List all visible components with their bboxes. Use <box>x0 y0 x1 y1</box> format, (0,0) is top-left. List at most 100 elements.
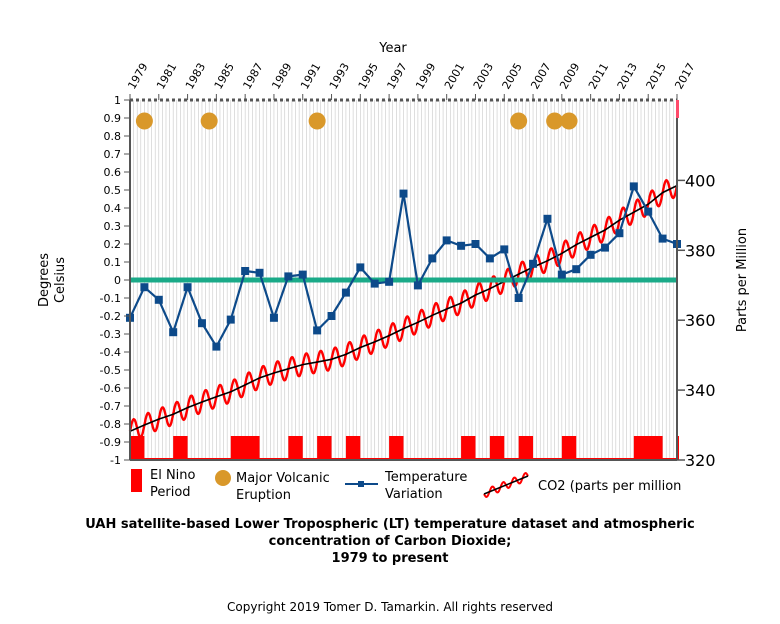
y-left-tick-label: 0.3 <box>104 220 122 233</box>
y-left-tick-label: 0.9 <box>104 112 122 125</box>
legend-temp-label-line2: Variation <box>385 487 443 502</box>
temperature-point <box>269 313 278 322</box>
temperature-point <box>471 240 480 248</box>
y-right-tick-label: 360 <box>685 311 716 330</box>
y-left-title-line2: Celsius <box>53 257 68 303</box>
el-nino-bar <box>345 436 361 460</box>
copyright-notice: Copyright 2019 Tomer D. Tamarkin. All ri… <box>227 600 553 614</box>
plot-frame <box>129 98 679 461</box>
y-left-tick-label: 1 <box>114 94 121 107</box>
y-left-tick-label: -1 <box>110 454 121 467</box>
temperature-point <box>529 259 538 268</box>
volcanic-eruption-marker <box>510 112 528 130</box>
volcanic-eruption-marker <box>135 112 153 130</box>
y-left-title-line1: Degrees <box>37 253 52 307</box>
temperature-point <box>586 250 595 259</box>
temperature-point <box>370 279 379 288</box>
legend-temp-marker <box>358 481 364 487</box>
el-nino-bar <box>518 436 534 460</box>
temperature-point <box>327 312 336 320</box>
temperature-point <box>169 328 178 337</box>
el-nino-bar <box>489 436 505 460</box>
legend-volcano-label-line2: Eruption <box>236 488 291 503</box>
y-right-tick-label: 320 <box>685 451 716 470</box>
temperature-point <box>442 236 451 245</box>
temperature-point <box>644 207 653 216</box>
volcanic-eruption-marker <box>308 112 326 130</box>
volcanic-eruptions <box>135 112 578 130</box>
el-nino-bar <box>230 436 260 460</box>
el-nino-bar <box>389 436 404 460</box>
temperature-point <box>197 319 206 328</box>
temperature-point <box>226 315 235 324</box>
temperature-point <box>154 295 163 304</box>
temperature-point <box>413 281 422 290</box>
x-tick-label: 1987 <box>240 61 265 92</box>
legend-el-nino-swatch <box>131 469 142 492</box>
x-tick-label: 2011 <box>586 61 611 92</box>
temperature-point <box>140 283 149 292</box>
temperature-point <box>255 268 264 277</box>
x-tick-label: 1983 <box>183 61 208 92</box>
legend-el-nino-label-line2: Period <box>150 485 191 500</box>
y-left-tick-label: -0.2 <box>100 310 121 323</box>
temperature-point <box>615 229 624 238</box>
y-left-tick-label: 0.5 <box>104 184 122 197</box>
figure-caption: UAH satellite-based Lower Tropospheric (… <box>40 516 740 567</box>
top-right-marker <box>676 100 679 118</box>
y-left-tick-label: -0.9 <box>100 436 121 449</box>
x-tick-label: 1981 <box>154 61 179 92</box>
temperature-point <box>485 254 494 263</box>
temperature-point <box>313 326 322 335</box>
y-right-tick-label: 340 <box>685 381 716 400</box>
temperature-point <box>385 277 394 286</box>
y-right-tick-label: 380 <box>685 241 716 260</box>
x-tick-label: 1991 <box>298 61 323 92</box>
temperature-point <box>629 182 638 191</box>
legend-co2-label: CO2 (parts per million <box>538 479 681 494</box>
x-tick-label: 2009 <box>557 61 582 92</box>
x-tick-label: 2017 <box>672 61 697 92</box>
el-nino-bar <box>317 436 332 460</box>
temperature-point <box>399 189 408 198</box>
co2-trend-line <box>129 184 678 433</box>
el-nino-bar <box>173 436 188 460</box>
y-left-tick-label: 0.1 <box>104 256 122 269</box>
y-left-tick-label: -0.4 <box>100 346 121 359</box>
temperature-point <box>601 243 610 252</box>
y-left-tick-label: -0.1 <box>100 292 121 305</box>
volcanic-eruption-marker <box>560 112 578 130</box>
y-right-tick-label: 400 <box>685 171 716 190</box>
volcanic-eruption-marker <box>546 112 564 130</box>
y-left-tick-label: -0.5 <box>100 364 121 377</box>
legend-el-nino-label-line1: El Nino <box>150 468 196 483</box>
temperature-point <box>356 263 365 272</box>
x-tick-label: 2001 <box>442 61 467 92</box>
y-left-tick-label: -0.6 <box>100 382 121 395</box>
caption-line1: UAH satellite-based Lower Tropospheric (… <box>85 517 695 532</box>
x-tick-label: 2003 <box>471 61 496 92</box>
x-tick-label: 2007 <box>528 61 553 92</box>
y-left-tick-label: -0.7 <box>100 400 121 413</box>
x-axis-title: Year <box>378 41 407 56</box>
caption-line2: concentration of Carbon Dioxide; <box>268 534 512 549</box>
temperature-point <box>457 241 466 250</box>
legend-co2-swatch <box>483 472 529 498</box>
el-nino-bar <box>561 436 577 460</box>
temperature-point <box>658 234 667 243</box>
x-tick-label: 2013 <box>615 61 640 92</box>
temperature-point <box>341 288 350 297</box>
temperature-point <box>428 254 437 263</box>
y-left-tick-label: 0.6 <box>104 166 122 179</box>
y-left-tick-label: -0.3 <box>100 328 121 341</box>
x-tick-label: 1999 <box>413 61 438 92</box>
temperature-point <box>500 245 509 254</box>
temperature-point <box>183 283 192 292</box>
y-left-tick-label: 0.8 <box>104 130 122 143</box>
temperature-point <box>212 342 221 351</box>
x-tick-label: 1989 <box>269 61 294 92</box>
y-left-tick-label: 0 <box>114 274 121 287</box>
co2-series <box>128 178 679 439</box>
x-tick-label: 2005 <box>500 61 525 92</box>
